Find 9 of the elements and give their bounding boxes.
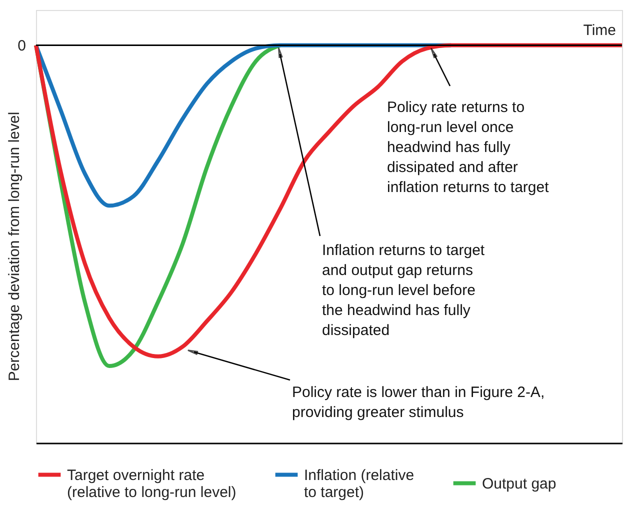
annotation: Policy rate returns to long-run level once headwind has fully dissipated and after inflation returns to target (387, 99, 550, 196)
legend-label: Output gap (482, 475, 556, 492)
y-axis-title: Percentage deviation from long-run level (6, 112, 23, 382)
x-axis-title: Time (583, 22, 616, 39)
ref-line-label: 0 (18, 37, 26, 54)
legend-label: Target overnight rate (relative to long-run level) (67, 466, 236, 501)
annotation: Inflation returns to target and output gap returns to long-run level before the headwind has fully dissipated (322, 242, 486, 339)
legend-label: Inflation (relative to target) (304, 466, 414, 501)
text: Policy rate is lower than in Figure 2-A, providing greater stimulus (292, 384, 545, 421)
